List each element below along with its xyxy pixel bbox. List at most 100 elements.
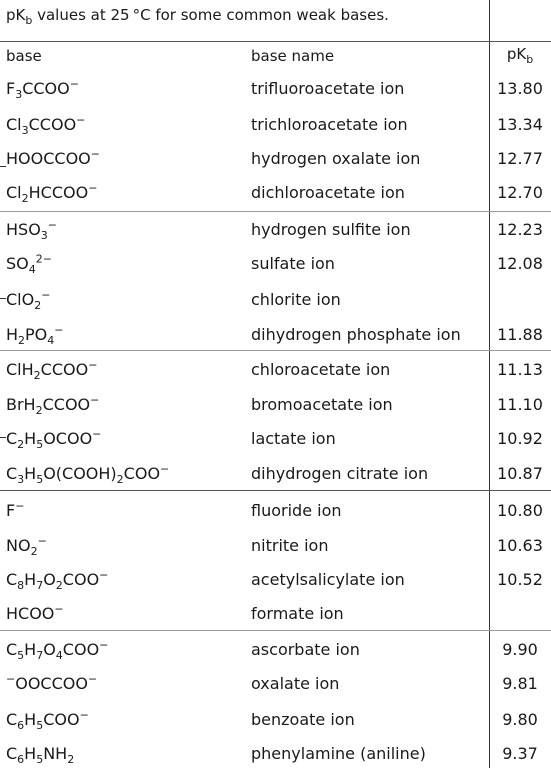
formula-text: H [24, 429, 37, 448]
pkb-value: 11.88 [497, 325, 543, 344]
pkb-value: 12.70 [497, 183, 543, 202]
base-formula: Cl2HCCOO− [6, 181, 98, 206]
header-pkb-subscript: b [526, 53, 534, 66]
base-formula: H2PO4− [6, 324, 64, 347]
base-formula: C5H7O4COO− [6, 638, 109, 663]
formula-subscript: 5 [36, 753, 44, 767]
base-formula: ClH2CCOO− [6, 358, 98, 382]
formula-text: H [24, 710, 37, 729]
base-name: hydrogen sulfite ion [251, 220, 411, 239]
formula-superscript: − [90, 147, 100, 161]
formula-superscript: − [15, 499, 25, 513]
formula-superscript: − [76, 113, 86, 127]
formula-superscript: − [88, 181, 98, 195]
caption-pk-subscript: b [25, 14, 33, 27]
base-formula: HSO3− [6, 219, 57, 243]
formula-subscript: 3 [15, 88, 23, 102]
pkb-value: 12.08 [497, 254, 543, 273]
base-formula: HCOO− [6, 603, 64, 625]
formula-text: BrH [6, 395, 36, 414]
formula-subscript: 6 [17, 753, 25, 767]
base-name: fluoride ion [251, 501, 342, 520]
pkb-value: 11.10 [497, 395, 543, 414]
base-formula: HOOCCOO− [6, 148, 100, 170]
table-caption: pKb values at 25 °C for some common weak… [6, 5, 389, 27]
formula-text: CCOO [42, 395, 91, 414]
pkb-value: 11.13 [497, 360, 543, 379]
base-name: trifluoroacetate ion [251, 79, 405, 98]
base-formula: SO42− [6, 252, 52, 277]
formula-superscript: 2− [35, 252, 52, 266]
formula-text: H [24, 744, 37, 763]
formula-text: CCOO [22, 79, 70, 98]
formula-subscript: 4 [28, 263, 36, 277]
group-rule [0, 350, 551, 351]
formula-superscript: − [54, 602, 64, 616]
base-name: bromoacetate ion [251, 395, 393, 414]
pkb-value: 10.87 [497, 464, 543, 483]
margin-tick [0, 166, 6, 167]
formula-subscript: 2 [21, 192, 29, 206]
pkb-value: 10.63 [497, 536, 543, 555]
header-base-name: base name [251, 47, 335, 65]
formula-text: OCOO [43, 429, 93, 448]
formula-subscript: 7 [36, 649, 44, 663]
formula-subscript: 4 [55, 649, 63, 663]
pkb-value: 9.37 [502, 744, 538, 763]
pkb-value: 10.80 [497, 501, 543, 520]
header-base: base [6, 47, 42, 65]
column-divider [489, 0, 490, 768]
formula-subscript: 2 [116, 473, 124, 487]
pkb-value: 10.52 [497, 570, 543, 589]
base-name: chlorite ion [251, 290, 341, 309]
formula-subscript: 7 [36, 579, 44, 593]
formula-superscript: − [41, 288, 51, 302]
header-pkb: pKb [489, 43, 551, 65]
formula-text: C [6, 744, 18, 763]
base-formula: Cl3CCOO− [6, 113, 86, 137]
formula-text: NH [43, 744, 68, 763]
formula-text: ClH [6, 360, 34, 379]
formula-text: C [6, 570, 18, 589]
formula-superscript: − [99, 638, 109, 652]
formula-subscript: 2 [17, 438, 25, 452]
formula-subscript: 2 [34, 299, 42, 313]
formula-superscript: − [90, 393, 100, 407]
base-formula: C6H5COO− [6, 708, 89, 733]
group-rule [0, 490, 551, 491]
pkb-value: 13.34 [497, 115, 543, 134]
formula-text: C [6, 710, 18, 729]
formula-text: H [6, 325, 19, 344]
formula-superscript: − [88, 358, 98, 372]
formula-text: H [24, 464, 37, 483]
base-name: dichloroacetate ion [251, 183, 405, 202]
base-name: nitrite ion [251, 536, 329, 555]
base-formula: F− [6, 500, 24, 522]
caption-pk-symbol: pK [6, 6, 26, 24]
formula-text: O [43, 570, 56, 589]
formula-text: PO [25, 325, 48, 344]
formula-text: CCOO [28, 115, 77, 134]
formula-text: C [6, 640, 18, 659]
base-formula: BrH2CCOO− [6, 393, 100, 417]
base-formula: C3H5O(COOH)2COO− [6, 463, 169, 487]
formula-text: C [6, 464, 18, 483]
formula-text: OOCCOO [15, 674, 88, 693]
base-name: benzoate ion [251, 710, 355, 729]
formula-subscript: 2 [30, 545, 38, 559]
margin-tick [0, 437, 6, 438]
formula-superscript: − [79, 708, 89, 722]
header-pkb-symbol: pK [506, 45, 527, 63]
pkb-value: 13.80 [497, 79, 543, 98]
base-name: trichloroacetate ion [251, 115, 408, 134]
formula-subscript: 3 [40, 229, 48, 243]
formula-subscript: 5 [36, 719, 44, 733]
pkb-value: 9.80 [502, 710, 538, 729]
formula-subscript: 5 [17, 649, 25, 663]
base-name: oxalate ion [251, 674, 340, 693]
pkb-value: 9.90 [502, 640, 538, 659]
formula-text: ClO [6, 290, 35, 309]
formula-text: HCCOO [28, 183, 89, 202]
formula-subscript: 5 [36, 438, 44, 452]
base-formula: C6H5NH2 [6, 743, 74, 765]
